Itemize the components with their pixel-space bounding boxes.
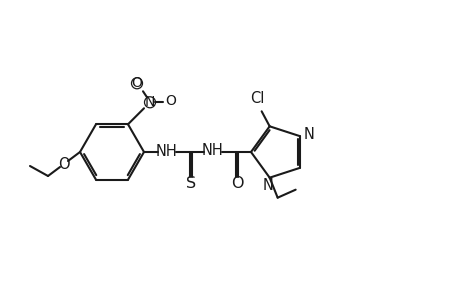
Text: O: O: [58, 157, 70, 172]
Text: O: O: [165, 94, 176, 108]
Text: O: O: [131, 76, 142, 90]
Text: NH: NH: [156, 143, 178, 158]
Text: N: N: [262, 178, 273, 193]
Text: N: N: [303, 127, 313, 142]
Text: Cl: Cl: [250, 91, 264, 106]
Text: N: N: [145, 95, 155, 109]
Text: O: O: [230, 176, 243, 191]
Text: S: S: [185, 176, 196, 191]
Text: NH: NH: [202, 142, 224, 158]
